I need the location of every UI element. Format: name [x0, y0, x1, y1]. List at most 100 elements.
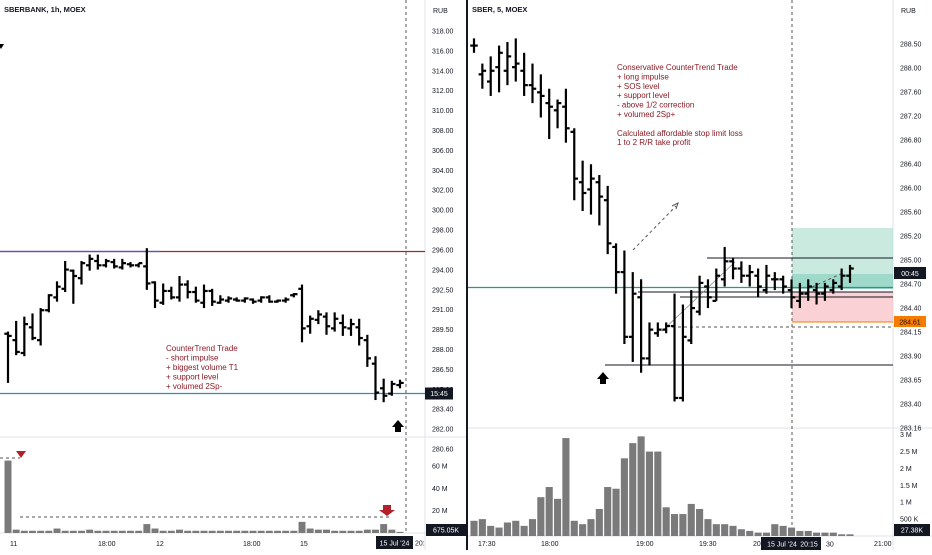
right-ohlc-bar — [654, 322, 662, 337]
left-volume-bar — [94, 530, 102, 533]
left-cursor-time-tag — [376, 536, 413, 549]
left-price-tick-label: 294.00 — [432, 267, 454, 274]
right-volume-bar — [804, 530, 812, 536]
left-volume-bar — [331, 530, 339, 533]
left-price-tick-label: 292.50 — [432, 287, 454, 294]
left-ohlc-bar — [134, 262, 143, 268]
right-ohlc-bar — [695, 275, 704, 316]
right-annotation-line: Calculated affordable stop limit loss — [617, 129, 743, 138]
right-ohlc-bar — [829, 279, 838, 294]
left-annotation-line: - short impulse — [166, 354, 219, 363]
right-volume-bar — [470, 520, 478, 536]
right-time-tick-label: 18:00 — [541, 541, 559, 548]
left-volume-bar — [127, 530, 134, 533]
right-ohlc-bar — [821, 282, 829, 301]
left-price-axis[interactable]: 318.00 316.00 314.00 312.00 310.00 308.00 306.… — [432, 29, 454, 454]
left-time-tick-label: 15 — [300, 541, 308, 548]
right-ohlc-bar — [737, 261, 746, 283]
right-ohlc-bar — [712, 268, 721, 302]
left-price-tick-label: 318.00 — [432, 29, 454, 36]
right-volume-bar — [754, 532, 762, 536]
left-price-tick-label: 314.00 — [432, 68, 454, 75]
left-ohlc-bar — [273, 299, 282, 303]
right-level-tag-text: 284.61 — [899, 320, 921, 327]
right-ohlc-bar — [754, 268, 762, 298]
left-ohlc-bar — [241, 297, 249, 303]
left-volume-bar — [20, 530, 28, 533]
left-ohlc-bar — [396, 379, 404, 389]
right-volume-tag — [894, 524, 930, 536]
left-ohlc-bar — [298, 284, 306, 343]
right-annotation-block[interactable]: Conservative CounterTrend Trade+ long im… — [617, 63, 743, 147]
right-ohlc-bar — [662, 322, 670, 334]
right-price-axis[interactable]: 288.50 288.00 287.60 287.20 286.80 286.40 286.… — [900, 42, 922, 433]
right-volume-bar — [629, 443, 637, 536]
left-ohlc-bar — [126, 262, 135, 268]
left-ohlc-bar — [102, 258, 110, 268]
right-volume-bar — [645, 451, 654, 536]
left-volume-bar — [233, 530, 241, 533]
right-volume-bar — [620, 458, 628, 536]
left-volume-axis: 60 M 40 M 20 M — [432, 464, 448, 516]
left-ohlc-bar — [290, 293, 298, 298]
left-ohlc-bar — [208, 288, 216, 306]
left-ohlc-bar — [28, 313, 37, 341]
left-price-tick-label: 300.00 — [432, 208, 454, 215]
right-volume-bar — [846, 534, 854, 536]
panel-divider[interactable] — [466, 0, 468, 550]
right-currency-label: RUB — [901, 8, 916, 15]
left-volume-bar — [69, 530, 77, 533]
right-volume-bar — [478, 519, 486, 536]
left-volume-bar — [151, 528, 159, 533]
right-volume-bar — [679, 514, 687, 536]
right-symbol-label[interactable]: SBER, 5, MOEX — [472, 5, 527, 14]
right-chart-panel[interactable]: Conservative CounterTrend Trade+ long im… — [468, 0, 932, 550]
left-price-tick-label: 283.40 — [432, 407, 454, 414]
left-volume-bar — [347, 530, 355, 533]
left-cursor-time-tag-text: 15 Jul '24 — [380, 541, 410, 548]
left-volume-bar — [388, 529, 396, 533]
left-ohlc-bar — [322, 312, 331, 335]
left-ohlc-bar — [265, 295, 274, 303]
left-time-tick-label: 12 — [156, 541, 164, 548]
left-ohlc-bar — [85, 254, 94, 271]
left-volume-bar — [290, 530, 298, 533]
left-time-axis[interactable]: 11 18:00 12 18:00 15 — [10, 541, 308, 548]
left-volume-bar — [363, 529, 371, 533]
right-volume-bar — [838, 534, 846, 536]
left-price-tick-label: 308.00 — [432, 128, 454, 135]
take-profit-zone[interactable] — [792, 228, 893, 274]
left-ohlc-bar — [249, 298, 257, 304]
left-ohlc-bar — [45, 294, 53, 313]
left-ohlc-bar — [306, 315, 314, 334]
left-ohlc-bar — [53, 281, 61, 302]
right-volume-bar — [528, 519, 537, 536]
left-ohlc-bar — [330, 312, 339, 332]
left-price-tick-label: 298.00 — [432, 228, 454, 235]
right-time-axis[interactable]: 17:30 18:00 19:00 19:30 20: 21:00 — [478, 541, 892, 548]
right-volume-bar — [604, 487, 612, 536]
right-price-tick-label: 286.40 — [900, 162, 922, 169]
right-time-axis-extra: 30 — [826, 542, 834, 549]
left-volume-bar — [241, 530, 249, 533]
left-symbol-label[interactable]: SBERBANK, 1h, MOEX — [4, 5, 86, 14]
right-volume-bar — [562, 438, 570, 536]
left-ohlc-bar — [200, 284, 208, 309]
right-volume-bar — [595, 508, 603, 536]
right-volume-tick-label: 2.5 M — [900, 449, 918, 456]
right-volume-bar — [537, 497, 545, 536]
left-price-tick-label: 302.00 — [432, 188, 454, 195]
left-volume-tick-label: 40 M — [432, 486, 448, 493]
left-volume-bar — [323, 529, 330, 533]
left-volume-bar — [37, 530, 45, 533]
left-ohlc-bar — [94, 254, 102, 270]
right-ohlc-bar — [787, 279, 796, 309]
right-ohlc-bar — [612, 243, 620, 294]
left-annotation-line: + biggest volume T1 — [166, 363, 239, 372]
left-chart-panel[interactable]: CounterTrend Trade- short impulse+ bigge… — [0, 0, 466, 550]
left-price-tag-text: 15:45 — [430, 391, 448, 398]
left-annotation-block[interactable]: CounterTrend Trade- short impulse+ bigge… — [166, 344, 239, 391]
right-volume-bar — [796, 530, 804, 536]
right-annotation-line: 1 to 2 R/R take profit — [617, 138, 691, 147]
